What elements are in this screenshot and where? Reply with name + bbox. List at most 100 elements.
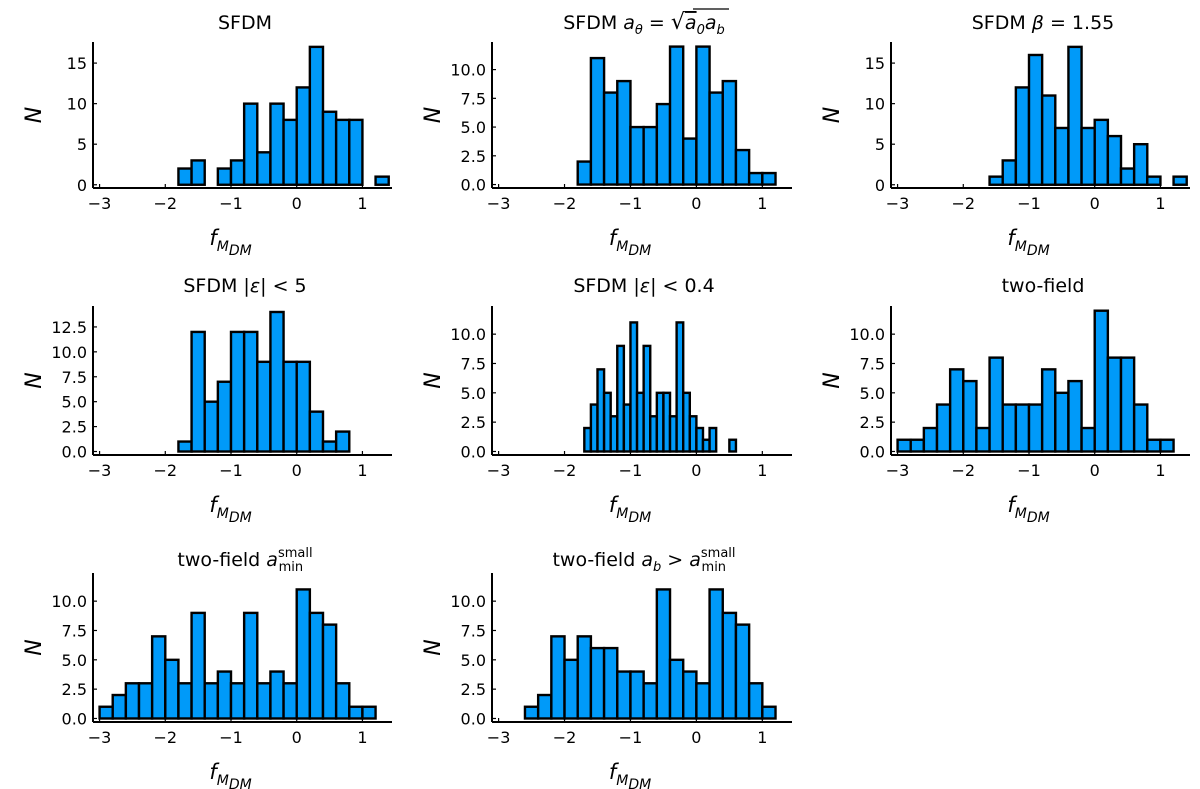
histogram-bar: [523, 705, 540, 720]
y-axis-label: N: [22, 639, 47, 655]
y-tick-label: 0.0: [461, 176, 486, 195]
x-tick-label: −2: [951, 461, 975, 480]
y-tick-label: 0.0: [62, 443, 87, 462]
histogram-bar: [321, 110, 338, 186]
x-tick-label: 0: [292, 461, 302, 480]
histogram-bar: [98, 705, 114, 720]
histogram-bar: [190, 611, 206, 720]
histogram-bar: [576, 635, 593, 720]
x-tick-label: −3: [487, 194, 511, 213]
histogram-bar: [308, 410, 325, 453]
histogram-bar: [896, 438, 912, 453]
histogram-bar: [269, 670, 285, 720]
x-tick-label: −2: [553, 728, 577, 747]
y-tick-label: 12.5: [51, 318, 87, 337]
bars: [896, 309, 1175, 453]
panel-sfdm-a-theta: SFDM aθ = √a0ab −3 −2 −1 0 10.02.55.07.510.0…: [421, 8, 792, 259]
y-tick-label: 5: [875, 135, 885, 154]
x-axis-label: fMDM: [209, 226, 251, 259]
histogram-bar: [642, 344, 652, 453]
histogram-bar: [282, 682, 298, 720]
x-tick-label: −1: [1017, 194, 1041, 213]
histogram-bar: [334, 118, 351, 186]
x-tick-label: −1: [619, 728, 643, 747]
histogram-bar: [682, 670, 698, 720]
histogram-bar: [269, 310, 285, 453]
histogram-bar: [203, 682, 220, 720]
histogram-bar: [1080, 126, 1096, 186]
y-tick-label: 2.5: [62, 680, 87, 699]
histogram-bar: [761, 705, 777, 720]
histogram-bar: [1067, 379, 1083, 453]
histogram-bar: [602, 91, 619, 186]
x-axis-label: fMDM: [1007, 226, 1049, 259]
x-tick-label: −1: [619, 194, 643, 213]
y-tick-label: 15: [865, 54, 885, 73]
x-tick-label: −1: [1017, 461, 1041, 480]
y-tick-label: 5.0: [860, 384, 885, 403]
histogram-bar: [216, 167, 233, 186]
x-tick-label: 1: [357, 461, 367, 480]
panel-title: SFDM |ε| < 0.4: [573, 275, 714, 297]
bars: [583, 321, 738, 453]
histogram-bar: [1027, 403, 1044, 453]
bars: [177, 310, 351, 453]
y-tick-label: 10: [67, 95, 87, 114]
histogram-bar: [721, 79, 738, 186]
histogram-bar: [295, 360, 312, 453]
histogram-bar: [747, 171, 764, 186]
histogram-bar: [721, 611, 738, 720]
histogram-bar: [256, 360, 272, 453]
histogram-bar: [190, 330, 206, 453]
histogram-bar: [348, 118, 364, 186]
histogram-bar: [589, 56, 606, 186]
histogram-bar: [229, 159, 246, 186]
histogram-bar: [708, 588, 724, 720]
histogram-bar: [1146, 175, 1162, 186]
x-tick-label: −1: [219, 728, 243, 747]
histogram-bar: [616, 344, 626, 453]
histogram-bar: [203, 400, 220, 453]
x-axis-label: fMDM: [209, 760, 251, 789]
y-axis-label: N: [22, 107, 47, 123]
y-tick-label: 0.0: [62, 709, 87, 728]
x-axis-label: fMDM: [609, 760, 651, 789]
histogram-bar: [642, 682, 659, 720]
y-axis-label: N: [22, 372, 47, 388]
histogram-bar: [668, 658, 685, 720]
histogram-bar: [589, 646, 606, 720]
histogram-bar: [1080, 426, 1096, 453]
x-tick-label: −2: [553, 461, 577, 480]
histogram-bar: [229, 330, 246, 453]
histogram-bar: [1001, 403, 1018, 453]
y-axis-label: N: [421, 639, 446, 655]
histogram-bar: [124, 682, 141, 720]
histogram-bar: [374, 175, 390, 186]
y-axis-label: N: [421, 107, 446, 123]
y-tick-label: 2.5: [860, 413, 885, 432]
histogram-bar: [282, 360, 298, 453]
histogram-bar: [1119, 167, 1136, 186]
histogram-bar: [563, 658, 579, 720]
histogram-bar: [150, 635, 167, 720]
x-tick-label: −2: [951, 194, 975, 213]
histogram-bar: [1172, 175, 1188, 186]
histogram-bar: [256, 151, 272, 186]
histogram-bar: [321, 440, 338, 453]
x-axis-label: fMDM: [609, 226, 651, 259]
histogram-bar: [629, 125, 645, 186]
histogram-bar: [177, 682, 193, 720]
histogram-bar: [348, 705, 364, 720]
x-tick-label: −2: [153, 194, 177, 213]
histogram-bar: [1146, 438, 1162, 453]
histogram-bar: [1159, 438, 1175, 453]
panel-two-field-amin: two-field asmall min −3 −2 −1 0 10.02.55.07.5…: [22, 546, 392, 789]
histogram-bar: [675, 321, 685, 453]
histogram-bar: [1001, 159, 1018, 186]
histogram-bar: [1093, 309, 1110, 453]
x-tick-label: 1: [757, 728, 767, 747]
panel-title: two-field: [1002, 275, 1085, 297]
x-tick-label: 0: [691, 461, 701, 480]
